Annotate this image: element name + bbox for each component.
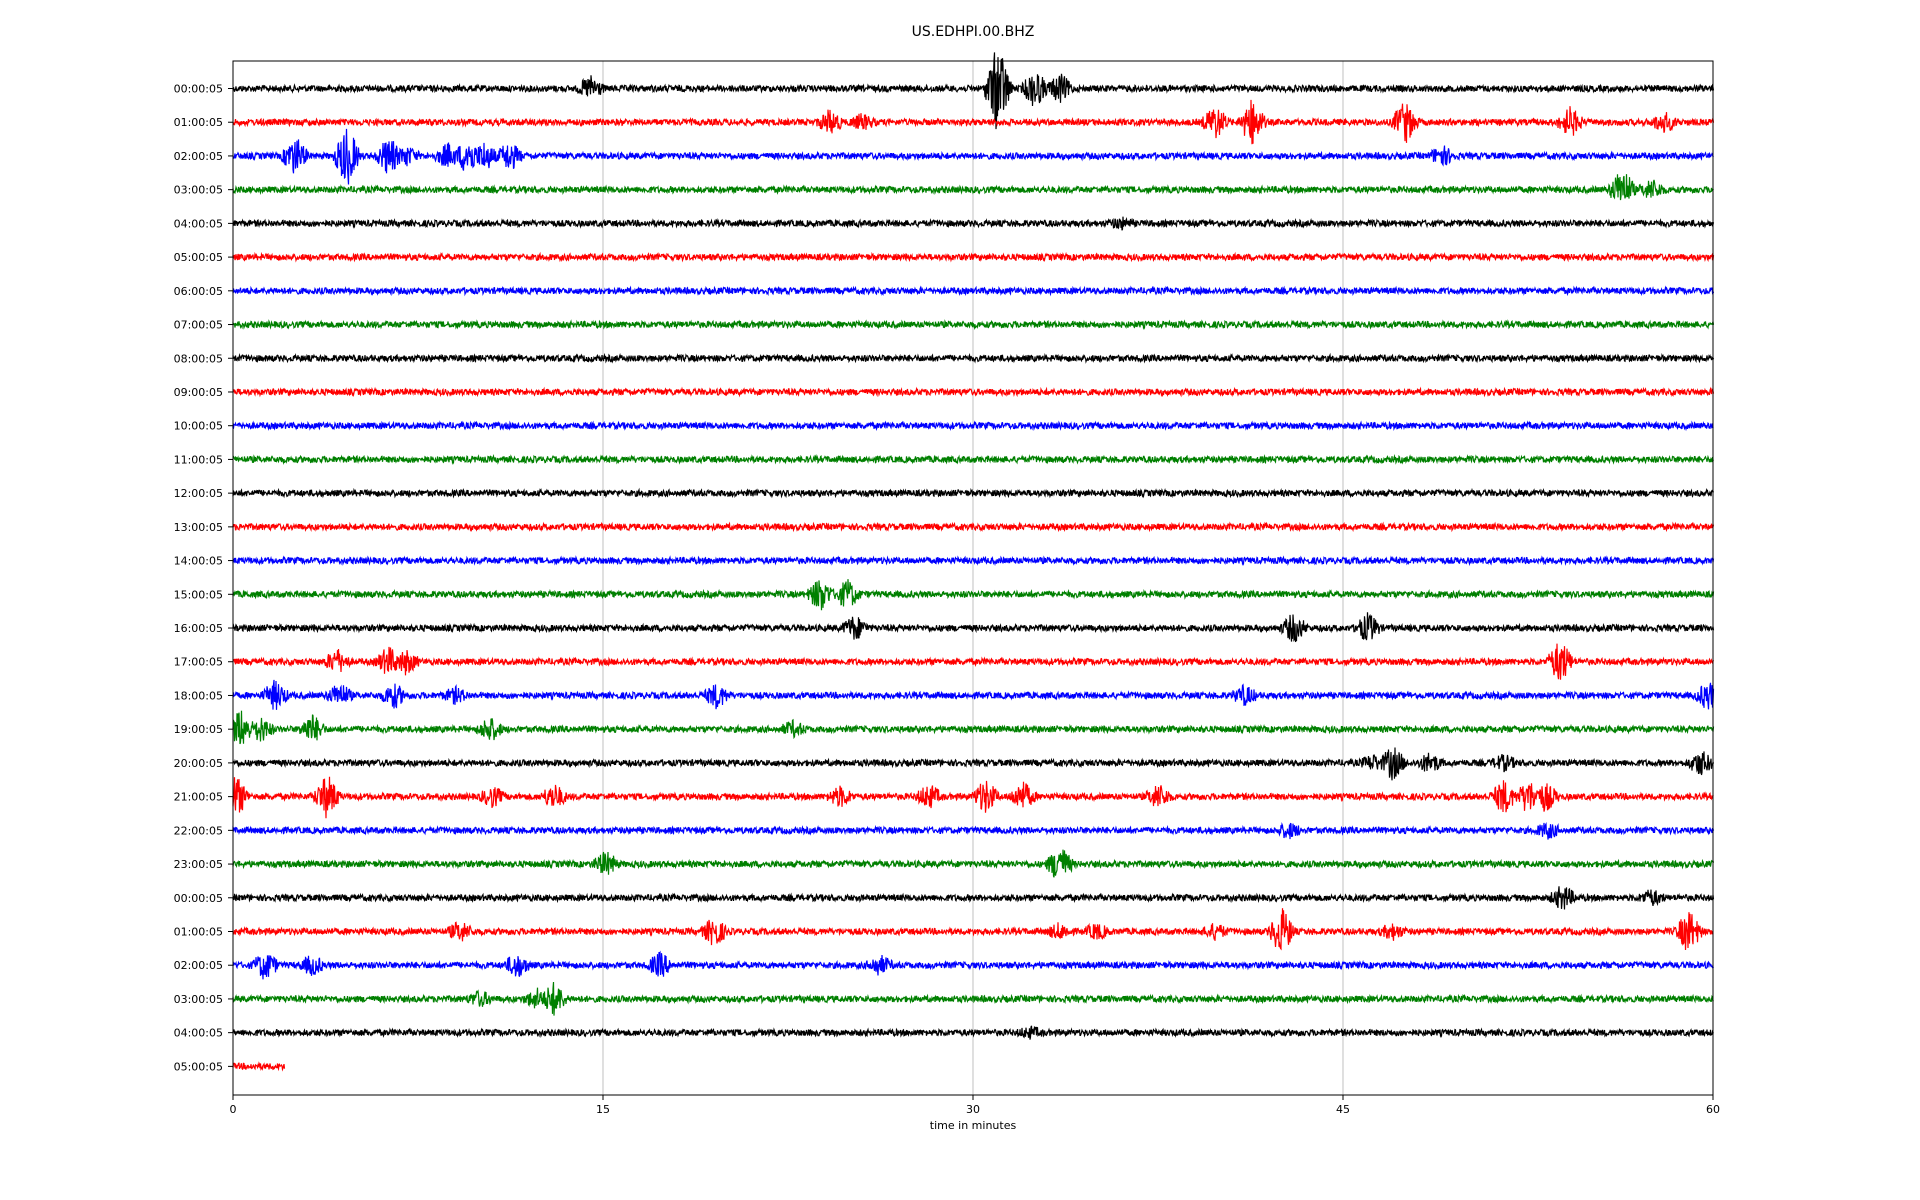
x-tick-label: 60	[1706, 1103, 1720, 1116]
y-tick-label: 14:00:05	[174, 555, 223, 568]
y-tick-label: 02:00:05	[174, 150, 223, 163]
trace-line	[232, 487, 1715, 499]
y-tick-label: 09:00:05	[174, 386, 223, 399]
trace-line	[232, 950, 1714, 980]
trace-line	[232, 747, 1715, 781]
trace-line	[232, 420, 1714, 432]
trace-line	[232, 821, 1715, 840]
y-tick-label: 03:00:05	[174, 993, 223, 1006]
trace-line	[232, 849, 1715, 878]
y-tick-label: 10:00:05	[174, 420, 223, 433]
y-tick-label: 04:00:05	[174, 1027, 223, 1040]
trace-line	[232, 710, 1715, 745]
trace-line	[232, 981, 1714, 1016]
y-tick-label: 06:00:05	[174, 285, 223, 298]
trace-line	[232, 643, 1715, 680]
trace-line	[232, 174, 1714, 201]
trace-line	[232, 1025, 1714, 1040]
y-tick-label: 13:00:05	[174, 521, 223, 534]
y-tick-label: 20:00:05	[174, 757, 223, 770]
trace-line	[232, 52, 1715, 130]
y-tick-label: 19:00:05	[174, 723, 223, 736]
trace-line	[232, 908, 1714, 951]
y-tick-label: 15:00:05	[174, 588, 223, 601]
trace-line	[232, 886, 1715, 910]
trace-line	[232, 612, 1715, 643]
trace-line	[232, 679, 1715, 710]
x-tick-label: 0	[230, 1103, 237, 1116]
x-axis-label: time in minutes	[930, 1119, 1017, 1132]
y-tick-label: 08:00:05	[174, 352, 223, 365]
y-tick-label: 04:00:05	[174, 217, 223, 230]
y-tick-label: 01:00:05	[174, 116, 223, 129]
x-tick-label: 15	[596, 1103, 610, 1116]
y-tick-label: 05:00:05	[174, 1060, 223, 1073]
y-tick-label: 12:00:05	[174, 487, 223, 500]
y-tick-label: 00:00:05	[174, 83, 223, 96]
x-tick-label: 45	[1336, 1103, 1350, 1116]
y-tick-label: 05:00:05	[174, 251, 223, 264]
trace-line	[232, 453, 1715, 465]
x-tick-label: 30	[966, 1103, 980, 1116]
trace-line	[232, 319, 1715, 331]
y-tick-label: 16:00:05	[174, 622, 223, 635]
chart-title: US.EDHPI.00.BHZ	[912, 24, 1035, 40]
y-tick-label: 07:00:05	[174, 319, 223, 332]
trace-group	[232, 52, 1715, 1072]
y-tick-label: 21:00:05	[174, 791, 223, 804]
grid-lines	[602, 61, 1344, 1095]
trace-line	[232, 521, 1715, 533]
y-tick-label: 01:00:05	[174, 926, 223, 939]
y-tick-label: 18:00:05	[174, 689, 223, 702]
y-tick-labels: 00:00:05 01:00:05 02:00:05 03:00:05 04:00:05…	[174, 83, 233, 1073]
trace-line	[232, 386, 1715, 398]
trace-line	[232, 555, 1715, 567]
y-tick-label: 03:00:05	[174, 184, 223, 197]
x-axis-ticks: 0 15 30 45 60	[230, 1095, 1720, 1116]
y-tick-label: 00:00:05	[174, 892, 223, 905]
trace-line	[232, 216, 1715, 231]
trace-line	[232, 352, 1715, 364]
trace-line	[232, 1061, 286, 1072]
trace-line	[232, 251, 1715, 263]
y-tick-label: 11:00:05	[174, 453, 223, 466]
y-tick-label: 23:00:05	[174, 858, 223, 871]
trace-line	[232, 285, 1715, 297]
trace-line	[232, 776, 1714, 819]
trace-line	[232, 128, 1714, 185]
trace-line	[232, 579, 1715, 611]
trace-line	[232, 99, 1715, 145]
y-tick-label: 22:00:05	[174, 824, 223, 837]
y-tick-label: 02:00:05	[174, 959, 223, 972]
y-tick-label: 17:00:05	[174, 656, 223, 669]
